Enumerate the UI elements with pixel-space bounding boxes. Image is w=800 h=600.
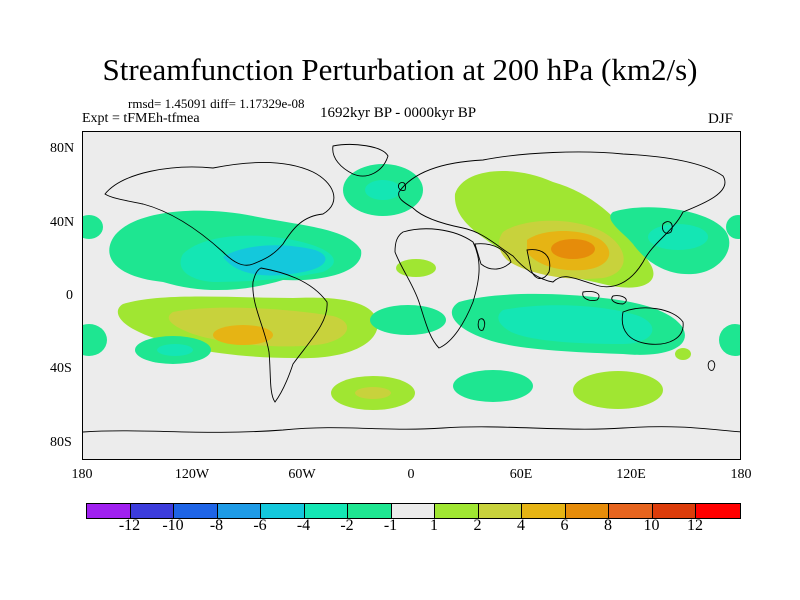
contour-sw-pacific-neg-inner bbox=[157, 344, 193, 356]
lat-label-40s: 40S bbox=[50, 361, 72, 376]
contour-asia-pos-6 bbox=[551, 239, 595, 259]
colorbar-swatch bbox=[565, 504, 609, 518]
stats-label: rmsd= 1.45091 diff= 1.17329e-08 bbox=[128, 96, 305, 111]
plot-title: Streamfunction Perturbation at 200 hPa (… bbox=[102, 52, 698, 87]
contour-right-edge-neg-n bbox=[726, 215, 740, 239]
coast-india bbox=[526, 249, 551, 279]
contour-indian-neg-inner bbox=[498, 305, 653, 344]
contour-s-atlantic-neg bbox=[370, 305, 446, 335]
colorbar-label: -1 bbox=[383, 517, 398, 534]
colorbar-label: -10 bbox=[162, 517, 184, 534]
coastlines bbox=[83, 144, 740, 433]
lon-label-180w: 180 bbox=[71, 467, 93, 482]
coast-uk bbox=[398, 181, 406, 191]
contour-right-edge-neg bbox=[719, 324, 740, 356]
coast-greenland bbox=[332, 144, 389, 177]
colorbar-swatch bbox=[174, 504, 218, 518]
coast-south-america bbox=[252, 267, 328, 403]
colorbar-swatch bbox=[652, 504, 696, 518]
colorbar-label: -2 bbox=[340, 517, 354, 534]
coast-north-america bbox=[104, 162, 335, 266]
colorbar-label: 1 bbox=[430, 517, 438, 534]
coast-new-zealand bbox=[707, 360, 716, 371]
contour-left-edge-neg bbox=[83, 215, 103, 239]
lat-label-40n: 40N bbox=[50, 215, 75, 230]
contour-s-australia-pos bbox=[573, 371, 663, 409]
contour-e-pacific-neg-core bbox=[223, 245, 326, 276]
colorbar-label: 10 bbox=[643, 517, 660, 534]
colorbar-label: -4 bbox=[296, 517, 311, 534]
contour-s-pacific-pos-4 bbox=[213, 325, 273, 345]
lat-label-eq: 0 bbox=[66, 288, 73, 303]
map-svg bbox=[83, 144, 740, 433]
contour-fills bbox=[83, 164, 740, 410]
coast-australia bbox=[621, 307, 684, 345]
colorbar-swatch bbox=[609, 504, 653, 518]
season-label: DJF bbox=[708, 111, 734, 127]
contour-nw-pacific-neg-inner bbox=[648, 224, 708, 250]
lat-label-80n: 80N bbox=[50, 141, 75, 156]
colorbar-swatch bbox=[130, 504, 174, 518]
coast-africa bbox=[394, 228, 480, 349]
colorbar-swatch bbox=[478, 504, 522, 518]
lat-label-80s: 80S bbox=[50, 435, 72, 450]
coast-eurasia bbox=[398, 151, 726, 288]
colorbar-swatch bbox=[217, 504, 261, 518]
colorbar-label: 2 bbox=[473, 517, 482, 534]
colorbar-label: 12 bbox=[687, 517, 703, 534]
contour-africa-pos bbox=[396, 259, 436, 277]
colorbar-swatch bbox=[435, 504, 479, 518]
period-label: 1692kyr BP - 0000kyr BP bbox=[320, 105, 477, 121]
colorbar-swatch bbox=[348, 504, 392, 518]
experiment-label: Expt = tFMEh-tfmea bbox=[82, 111, 200, 126]
lon-label-120w: 120W bbox=[174, 467, 210, 482]
colorbar-swatch bbox=[696, 504, 740, 518]
colorbar bbox=[86, 503, 741, 519]
coast-arabia bbox=[474, 243, 512, 270]
lon-label-60e: 60E bbox=[509, 467, 533, 482]
coast-indonesia bbox=[582, 291, 627, 305]
colorbar-label: 6 bbox=[560, 517, 569, 534]
contour-left-edge-neg-s bbox=[83, 324, 107, 356]
contour-s-ocean-pos-inner bbox=[355, 387, 391, 399]
coast-antarctica bbox=[83, 426, 740, 433]
lon-label-0: 0 bbox=[407, 467, 415, 482]
colorbar-label: -6 bbox=[253, 517, 267, 534]
contour-n-atlantic-neg-inner bbox=[365, 180, 401, 200]
coast-japan bbox=[662, 221, 673, 234]
colorbar-swatch bbox=[261, 504, 305, 518]
colorbar-swatch bbox=[87, 504, 131, 518]
lon-label-120e: 120E bbox=[616, 467, 646, 482]
colorbar-swatch bbox=[522, 504, 566, 518]
map-panel bbox=[82, 131, 741, 460]
colorbar-label: 4 bbox=[517, 517, 525, 534]
colorbar-swatch bbox=[304, 504, 348, 518]
colorbar-label: -12 bbox=[118, 517, 141, 534]
colorbar-label: 8 bbox=[604, 517, 612, 534]
colorbar-label: -8 bbox=[209, 517, 224, 534]
coast-madagascar bbox=[477, 318, 486, 331]
contour-s-indian-neg bbox=[453, 370, 533, 402]
lon-label-180e: 180 bbox=[730, 467, 752, 482]
contour-pacific-small-pos bbox=[675, 348, 691, 360]
lon-label-60w: 60W bbox=[288, 467, 316, 482]
colorbar-swatch bbox=[391, 504, 435, 518]
